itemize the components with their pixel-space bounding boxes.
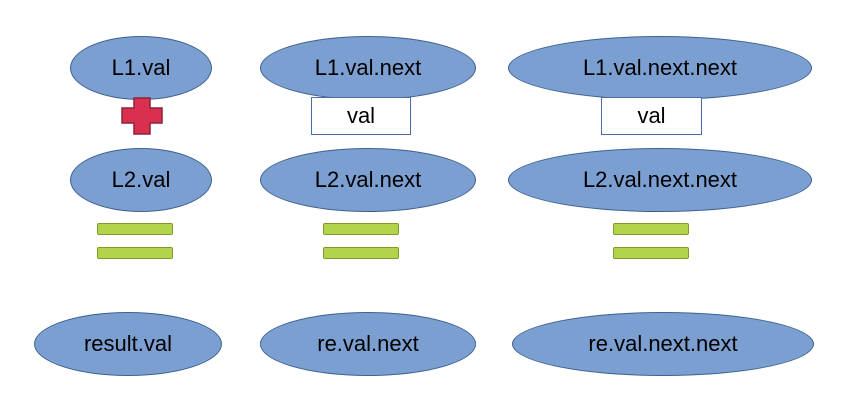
carry-box-col2: val [311,97,411,135]
node-l2-val-next: L2.val.next [260,148,476,212]
node-re-val-next: re.val.next [260,312,476,376]
equals-bar-bottom [613,247,689,259]
node-label: L2.val.next [314,167,422,192]
carry-box-col3: val [601,97,702,135]
node-label: L2.val.next.next [582,167,738,192]
node-label: L1.val [111,55,171,80]
node-label: result.val [83,331,173,356]
node-l2-val-next-next: L2.val.next.next [508,148,812,212]
equals-bar-top [613,223,689,235]
node-label: L2.val [111,167,171,192]
node-l1-val: L1.val [70,36,212,100]
node-l2-val: L2.val [70,148,212,212]
node-label: re.val.next.next [588,331,738,356]
equals-bar-top [323,223,399,235]
equals-bar-bottom [97,247,173,259]
equals-bar-bottom [323,247,399,259]
equals-bar-top [97,223,173,235]
carry-label: val [346,103,376,128]
node-label: re.val.next [317,331,419,356]
carry-label: val [637,103,666,128]
node-l1-val-next-next: L1.val.next.next [508,36,812,100]
plus-icon [121,97,163,135]
node-l1-val-next: L1.val.next [260,36,476,100]
node-re-val-next-next: re.val.next.next [512,312,814,376]
node-label: L1.val.next [314,55,422,80]
node-result-val: result.val [34,312,222,376]
node-label: L1.val.next.next [582,55,738,80]
